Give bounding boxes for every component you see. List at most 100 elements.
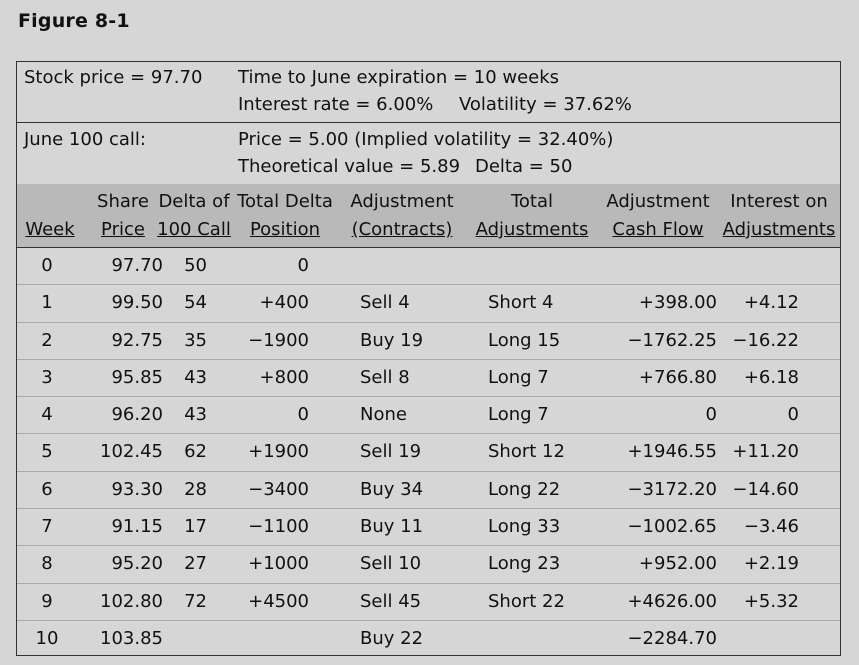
total-delta-cell: −1900 xyxy=(248,329,309,351)
adjustment-cell: Buy 11 xyxy=(360,516,424,538)
table-row: 5 102.45 62 +1900 Sell 19 Short 12 +1946.55 +11… xyxy=(17,434,840,472)
total-adjustments-cell: Long 22 xyxy=(488,478,561,500)
adjustment-cell: Sell 45 xyxy=(360,590,422,612)
call-delta-cell: 50 xyxy=(184,255,207,276)
share-price-cell: 103.85 xyxy=(100,627,163,649)
figure-title: Figure 8-1 xyxy=(18,10,130,32)
header-total-delta: Total Delta Position xyxy=(237,191,333,240)
option-price: Price = 5.00 (Implied volatility = 32.40… xyxy=(238,129,614,150)
volatility: Volatility = 37.62% xyxy=(459,94,632,115)
header-week: Week xyxy=(25,219,75,240)
adjustment-cell: Sell 10 xyxy=(360,553,422,575)
theoretical-value: Theoretical value = 5.89 xyxy=(238,156,461,177)
cash-flow-cell: +766.80 xyxy=(638,366,717,388)
option-name: June 100 call: xyxy=(24,129,146,150)
week-cell: 7 xyxy=(41,516,53,538)
share-price-cell: 99.50 xyxy=(111,292,163,314)
total-delta-cell: +1900 xyxy=(248,441,309,463)
total-adjustments-cell: Long 15 xyxy=(488,329,561,351)
week-cell: 1 xyxy=(41,292,53,314)
total-adjustments-cell: Long 7 xyxy=(488,404,549,426)
total-adjustments-cell: Short 22 xyxy=(488,590,565,612)
share-price-cell: 92.75 xyxy=(111,329,163,351)
week-cell: 8 xyxy=(41,553,53,575)
header-cash-flow: Adjustment Cash Flow xyxy=(606,191,710,240)
figure-table: Stock price = 97.70 Time to June expirat… xyxy=(16,61,841,656)
total-adjustments-cell: Long 23 xyxy=(488,553,561,575)
option-delta: Delta = 50 xyxy=(475,156,573,177)
adjustment-cell: Sell 4 xyxy=(360,292,410,314)
week-cell: 0 xyxy=(41,255,53,276)
total-adjustments-cell: Short 4 xyxy=(488,292,554,314)
interest-cell: −3.46 xyxy=(743,516,799,538)
adjustment-cell: Buy 19 xyxy=(360,329,424,351)
header-total-adjustments: Total Adjustments xyxy=(475,191,589,240)
interest-cell: +2.19 xyxy=(743,553,799,575)
adjustment-cell: Buy 22 xyxy=(360,627,424,649)
call-delta-cell: 54 xyxy=(184,292,207,314)
table-row: 10 103.85 Buy 22 −2284.70 xyxy=(17,621,840,657)
share-price-cell: 95.20 xyxy=(111,553,163,575)
total-delta-cell: −3400 xyxy=(248,478,309,500)
interest-cell: +4.12 xyxy=(743,292,799,314)
adjustment-cell: None xyxy=(360,404,407,426)
header-interest: Interest on Adjustments xyxy=(722,191,836,240)
interest-rate: Interest rate = 6.00% xyxy=(238,94,434,115)
interest-cell: +6.18 xyxy=(743,366,799,388)
table-body: 0 97.70 50 0 1 99.50 54 +400 Sell 4 Short 4 +398.0… xyxy=(17,248,840,657)
total-delta-cell: +4500 xyxy=(248,590,309,612)
total-delta-cell: −1100 xyxy=(248,516,309,538)
cash-flow-cell: +1946.55 xyxy=(627,441,717,463)
table-header: Week Share Price Delta of 100 Call Total… xyxy=(17,184,840,248)
call-delta-cell: 43 xyxy=(184,366,207,388)
call-delta-cell: 35 xyxy=(184,329,207,351)
week-cell: 5 xyxy=(41,441,53,463)
total-adjustments-cell: Short 12 xyxy=(488,441,565,463)
week-cell: 6 xyxy=(41,478,53,500)
header-adjustment: Adjustment (Contracts) xyxy=(350,191,454,240)
total-adjustments-cell: Long 7 xyxy=(488,366,549,388)
table-row: 8 95.20 27 +1000 Sell 10 Long 23 +952.00 +2.19 xyxy=(17,546,840,584)
interest-cell: +11.20 xyxy=(732,441,799,463)
cash-flow-cell: −1762.25 xyxy=(627,329,717,351)
total-adjustments-cell: Long 33 xyxy=(488,516,561,538)
adjustment-cell: Sell 19 xyxy=(360,441,422,463)
time-to-expiration: Time to June expiration = 10 weeks xyxy=(238,67,560,88)
week-cell: 4 xyxy=(41,404,53,426)
header-delta-of-call: Delta of 100 Call xyxy=(157,191,231,240)
cash-flow-cell: +4626.00 xyxy=(627,590,717,612)
share-price-cell: 102.45 xyxy=(100,441,163,463)
table-row: 0 97.70 50 0 xyxy=(17,248,840,286)
call-delta-cell: 17 xyxy=(184,516,207,538)
cash-flow-cell: +398.00 xyxy=(638,292,717,314)
table-row: 6 93.30 28 −3400 Buy 34 Long 22 −3172.20 −14.60 xyxy=(17,472,840,510)
cash-flow-cell: +952.00 xyxy=(638,553,717,575)
table-row: 3 95.85 43 +800 Sell 8 Long 7 +766.80 +6.18 xyxy=(17,360,840,398)
call-delta-cell: 27 xyxy=(184,553,207,575)
interest-cell: +5.32 xyxy=(743,590,799,612)
call-delta-cell: 43 xyxy=(184,404,207,426)
call-delta-cell: 28 xyxy=(184,478,207,500)
adjustment-cell: Sell 8 xyxy=(360,366,410,388)
share-price-cell: 95.85 xyxy=(111,366,163,388)
share-price-cell: 93.30 xyxy=(111,478,163,500)
table-row: 4 96.20 43 0 None Long 7 0 0 xyxy=(17,397,840,435)
call-delta-cell: 62 xyxy=(184,441,207,463)
week-cell: 9 xyxy=(41,590,53,612)
share-price-cell: 97.70 xyxy=(111,255,163,276)
stock-price: Stock price = 97.70 xyxy=(24,67,203,88)
cash-flow-cell: −3172.20 xyxy=(627,478,717,500)
interest-cell: −16.22 xyxy=(732,329,799,351)
share-price-cell: 91.15 xyxy=(111,516,163,538)
parameters-section: Stock price = 97.70 Time to June expirat… xyxy=(17,62,840,123)
option-section: June 100 call: Price = 5.00 (Implied vol… xyxy=(17,122,840,185)
total-delta-cell: +800 xyxy=(259,366,309,388)
cash-flow-cell: 0 xyxy=(705,404,717,426)
cash-flow-cell: −2284.70 xyxy=(627,627,717,649)
week-cell: 2 xyxy=(41,329,53,351)
total-delta-cell: +1000 xyxy=(248,553,309,575)
cash-flow-cell: −1002.65 xyxy=(627,516,717,538)
interest-cell: −14.60 xyxy=(732,478,799,500)
table-row: 1 99.50 54 +400 Sell 4 Short 4 +398.00 +4.12 xyxy=(17,285,840,323)
share-price-cell: 102.80 xyxy=(100,590,163,612)
